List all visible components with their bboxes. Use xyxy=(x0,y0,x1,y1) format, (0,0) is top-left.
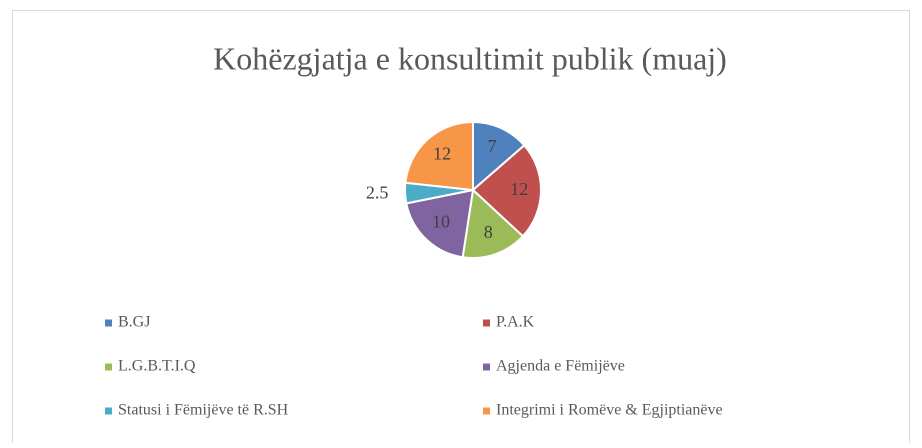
legend-label: Agjenda e Fëmijëve xyxy=(496,358,625,375)
pie-slice xyxy=(405,188,475,259)
legend-label: P.A.K xyxy=(496,314,535,331)
data-label: 12 xyxy=(510,179,528,199)
legend-label: Statusi i Fëmijëve të R.SH xyxy=(118,402,289,419)
pie-slice xyxy=(472,120,526,193)
data-label: 10 xyxy=(432,212,450,232)
data-label: 2.5 xyxy=(366,183,389,203)
data-label: 8 xyxy=(484,222,493,242)
data-label: 7 xyxy=(488,136,497,156)
chart-title: Kohëzgjatja e konsultimit publik (muaj) xyxy=(213,40,727,76)
legend-swatch xyxy=(105,407,112,415)
legend-label: Integrimi i Romëve & Egjiptianëve xyxy=(496,402,723,419)
legend-label: L.G.B.T.I.Q xyxy=(118,358,196,375)
pie-slice xyxy=(471,143,542,238)
pie-slice xyxy=(461,187,525,259)
pie-slice xyxy=(404,120,474,192)
legend-label: B.GJ xyxy=(118,314,150,331)
legend-swatch xyxy=(483,407,490,415)
legend-swatch xyxy=(483,319,490,327)
legend-swatch xyxy=(105,319,112,327)
legend-swatch xyxy=(483,363,490,371)
legend-swatch xyxy=(105,363,112,371)
data-label: 12 xyxy=(433,144,451,164)
